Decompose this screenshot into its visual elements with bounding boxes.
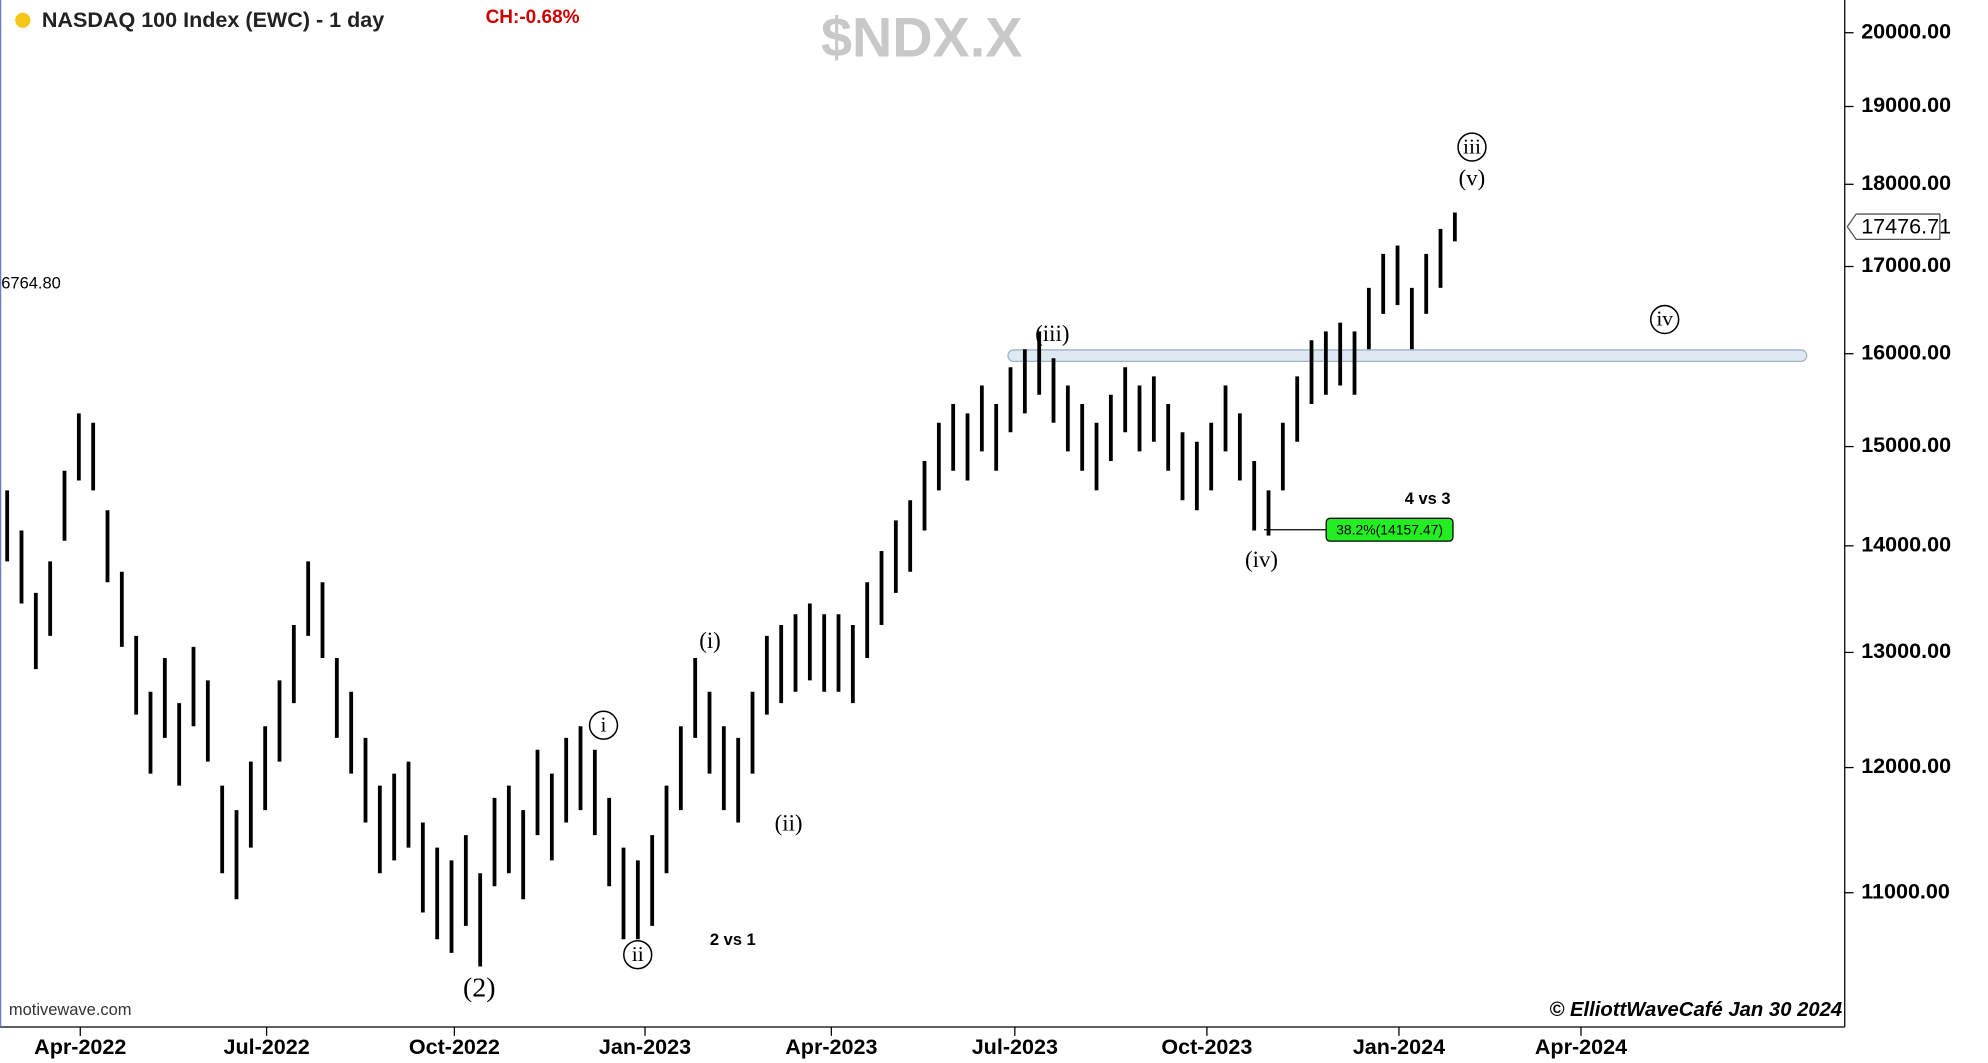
y-tick-label: 19000.00 (1861, 92, 1951, 117)
wave-label: (i) (699, 628, 721, 653)
y-tick-label: 15000.00 (1861, 432, 1951, 457)
x-tick-label: Oct-2022 (409, 1034, 500, 1059)
wave-label: iv (1656, 307, 1673, 331)
resistance-band (1007, 349, 1808, 362)
y-tick-label: 11000.00 (1861, 878, 1950, 903)
wave-label: (iii) (1035, 321, 1069, 346)
status-dot (15, 12, 31, 28)
chart-title: NASDAQ 100 Index (EWC) - 1 day (42, 7, 384, 32)
wave-circle (623, 940, 653, 970)
fib-box (1325, 517, 1454, 542)
x-tick-label: Oct-2023 (1161, 1034, 1252, 1059)
y-tick-label: 20000.00 (1861, 18, 1951, 43)
y-tick-label: 14000.00 (1861, 532, 1951, 557)
copyright: © ElliottWaveCafé Jan 30 2024 (1549, 999, 1842, 1021)
y-tick-label: 16000.00 (1861, 339, 1951, 364)
wave-circle (588, 710, 619, 740)
x-tick-label: Jan-2024 (1353, 1034, 1445, 1059)
x-tick-label: Jul-2022 (223, 1034, 309, 1059)
source-label: motivewave.com (9, 1001, 132, 1019)
wave-circle (1649, 304, 1680, 335)
x-tick-label: Apr-2022 (34, 1034, 126, 1059)
note: 4 vs 3 (1405, 490, 1451, 508)
last-price-label: 17476.71 (1861, 214, 1951, 239)
wave-label: (v) (1459, 165, 1486, 190)
y-tick-label: 13000.00 (1861, 638, 1951, 663)
y-tick-label: 17000.00 (1861, 252, 1951, 277)
wave-label: (iv) (1245, 547, 1278, 572)
wave-label: i (601, 712, 607, 736)
wave-label: (ii) (775, 811, 803, 836)
x-tick-label: Jan-2023 (599, 1034, 691, 1059)
y-tick-label: 18000.00 (1861, 170, 1951, 195)
wave-label: ii (632, 942, 644, 966)
x-tick-label: Apr-2023 (785, 1034, 877, 1059)
note: 2 vs 1 (710, 931, 756, 949)
change-label: CH:-0.68% (486, 7, 580, 28)
wave-label: iii (1463, 134, 1481, 158)
wave-label: (2) (463, 973, 496, 1004)
left-note: 6764.80 (1, 274, 61, 292)
last-price-box (1846, 213, 1941, 241)
symbol-watermark: $NDX.X (821, 7, 1022, 69)
fib-label: 38.2%(14157.47) (1336, 522, 1443, 538)
y-tick-label: 12000.00 (1861, 753, 1951, 778)
x-tick-label: Apr-2024 (1535, 1034, 1627, 1059)
x-tick-label: Jul-2023 (972, 1034, 1058, 1059)
wave-circle (1457, 132, 1487, 162)
